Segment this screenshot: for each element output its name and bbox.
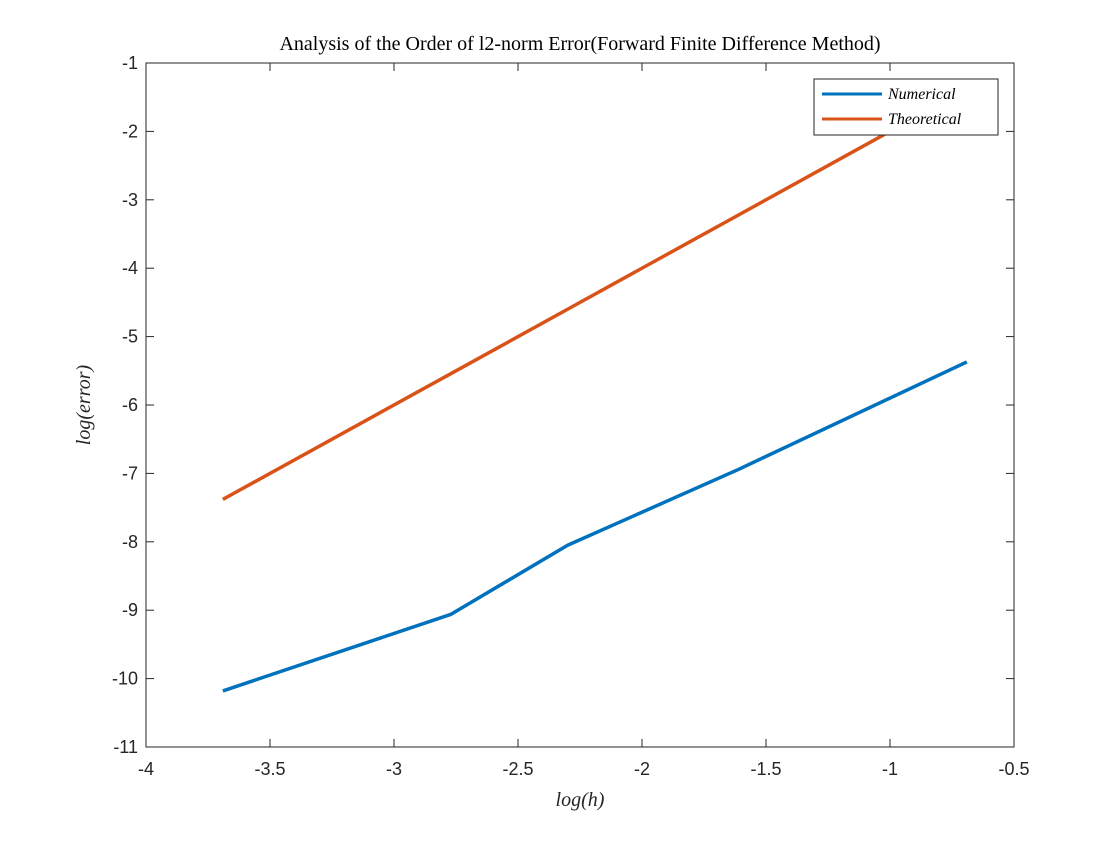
x-tick-label: -3.5: [254, 759, 285, 779]
x-tick-label: -0.5: [998, 759, 1029, 779]
series-layer: [222, 87, 968, 693]
x-tick-label: -3: [386, 759, 402, 779]
series-line-theoretical: [222, 87, 968, 501]
x-axis-label: log(h): [556, 789, 605, 811]
x-tick-label: -1: [882, 759, 898, 779]
y-tick-label: -10: [112, 669, 138, 689]
x-tick-label: -1.5: [750, 759, 781, 779]
y-tick-label: -11: [113, 737, 138, 757]
legend-box: [813, 78, 999, 136]
legend-label-numerical: Numerical: [887, 86, 956, 103]
y-tick-label: -1: [122, 53, 138, 73]
y-tick-label: -7: [122, 463, 138, 483]
axes-layer: -4 -3.5 -3 -2.5 -2 -1.5 -1 -0.5 -11 -10 -9 -8 -7 -6 -5…: [112, 53, 1030, 779]
y-tick-label: -5: [122, 327, 138, 347]
y-tick-label: -9: [122, 600, 138, 620]
plot-area: [146, 63, 1014, 747]
x-tick-label: -2: [634, 759, 650, 779]
y-axis-label: log(error): [73, 364, 95, 445]
x-tick-label: -4: [138, 759, 154, 779]
y-tick-label: -6: [122, 395, 138, 415]
x-tick-label: -2.5: [502, 759, 533, 779]
y-tick-label: -4: [122, 258, 138, 278]
series-line-numerical: [222, 360, 968, 693]
y-tick-label: -8: [122, 532, 138, 552]
legend: Numerical Theoretical: [813, 78, 999, 136]
chart-title: Analysis of the Order of l2-norm Error(F…: [279, 33, 880, 55]
y-tick-label: -3: [122, 190, 138, 210]
y-tick-label: -2: [122, 121, 138, 141]
legend-label-theoretical: Theoretical: [888, 111, 962, 128]
